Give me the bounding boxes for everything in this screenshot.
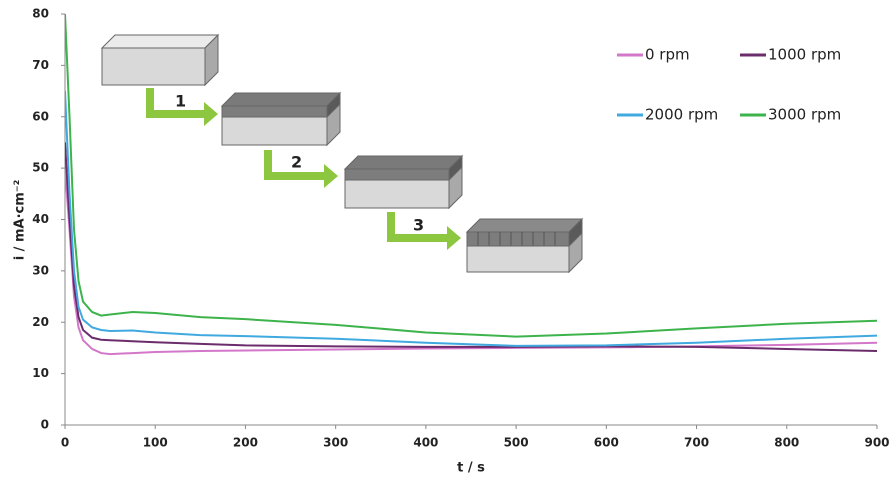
chart: 1 2 3 t / s i / mA·cm⁻² 0102030405060708… xyxy=(0,0,893,486)
y-tick-label: 30 xyxy=(32,263,49,277)
x-tick-label: 200 xyxy=(233,436,258,450)
y-tick-label: 40 xyxy=(32,212,49,226)
x-tick-label: 800 xyxy=(774,436,799,450)
x-tick-label: 900 xyxy=(864,436,889,450)
y-tick-label: 60 xyxy=(32,109,49,123)
process-diagram: 1 2 3 xyxy=(102,35,582,272)
legend-label: 3000 rpm xyxy=(768,106,841,124)
step-label: 2 xyxy=(291,153,302,172)
x-tick-label: 100 xyxy=(143,436,168,450)
x-axis-label: t / s xyxy=(457,461,485,476)
y-tick-label: 10 xyxy=(32,366,49,380)
x-tick-label: 700 xyxy=(684,436,709,450)
legend-label: 0 rpm xyxy=(645,46,690,64)
y-tick-label: 80 xyxy=(32,7,49,21)
page: {"chart_data": {"type": "line", "xlabel"… xyxy=(0,0,893,486)
legend-label: 1000 rpm xyxy=(768,46,841,64)
step-label: 1 xyxy=(175,92,186,111)
y-tick-label: 0 xyxy=(41,418,49,432)
x-tick-label: 300 xyxy=(323,436,348,450)
legend-label: 2000 rpm xyxy=(645,106,718,124)
y-axis-label: i / mA·cm⁻² xyxy=(13,180,28,261)
series-line xyxy=(65,91,877,346)
step-label: 3 xyxy=(413,216,424,235)
y-tick-label: 50 xyxy=(32,161,49,175)
x-tick-label: 0 xyxy=(61,436,69,450)
x-tick-label: 500 xyxy=(504,436,529,450)
y-tick-label: 20 xyxy=(32,315,49,329)
x-tick-label: 600 xyxy=(594,436,619,450)
y-tick-label: 70 xyxy=(32,58,49,72)
x-tick-label: 400 xyxy=(413,436,438,450)
